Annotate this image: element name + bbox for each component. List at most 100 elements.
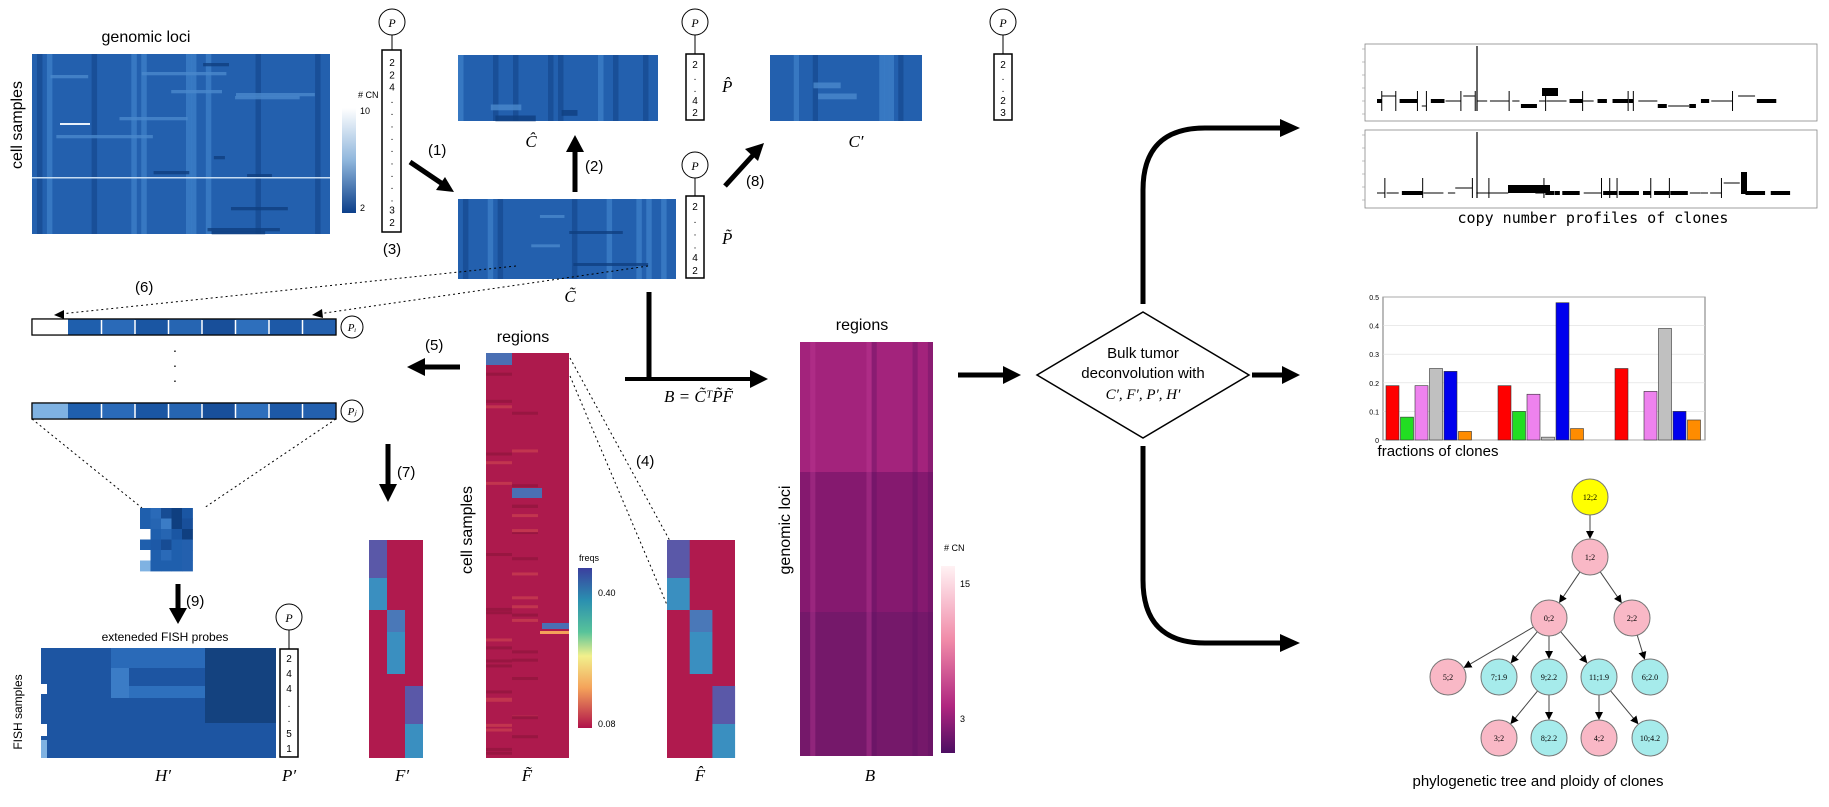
ctilde-heat-col	[636, 199, 642, 279]
ftilde-cell	[486, 452, 512, 456]
ploidy-value: 2	[1000, 96, 1006, 107]
ploidy-value: 1	[286, 744, 292, 755]
tree-edge	[1463, 626, 1534, 668]
bar	[1497, 385, 1512, 441]
c-prime-heatmap	[770, 55, 922, 121]
main-heat-streak	[60, 123, 90, 125]
tree-node	[1631, 719, 1669, 757]
probe-pi-cell	[101, 319, 135, 335]
bcn-min: 3	[960, 714, 965, 724]
probe-zoom-cell	[150, 539, 162, 551]
bar	[1512, 411, 1526, 441]
fprime-cell	[369, 540, 387, 578]
fprime-cell	[369, 578, 387, 610]
tree-edge	[1510, 631, 1538, 664]
main-heat-cell	[247, 174, 272, 178]
probe-node-pi	[340, 315, 364, 339]
b-col	[927, 342, 933, 756]
fprime-cell	[387, 610, 405, 632]
p-prime-fish-label: P′	[281, 766, 296, 785]
ctilde-heat-col	[497, 199, 504, 279]
ftilde-cell	[486, 751, 512, 755]
fish-block	[41, 684, 47, 694]
tree-node	[1571, 538, 1609, 576]
ftilde-cell	[486, 697, 512, 701]
main-heat-bg	[32, 54, 330, 234]
ploidy-value: .	[694, 84, 697, 95]
step-8: (8)	[746, 173, 764, 190]
probe-pj-outline	[31, 402, 337, 420]
tree-node	[1571, 478, 1609, 516]
cn-block	[1741, 172, 1747, 194]
probe-zoom-cell	[140, 529, 151, 540]
copy-number-caption: copy number profiles of clones	[1458, 209, 1729, 227]
b-col	[810, 342, 816, 756]
fprime-cell	[387, 632, 405, 674]
arrow-step-7-head	[379, 484, 397, 502]
cn-block	[1542, 88, 1558, 96]
tree-edge	[1510, 690, 1538, 725]
fprime-cell	[405, 686, 423, 724]
ploidy-value: .	[694, 228, 697, 239]
ploidy-node-main-label: P	[387, 16, 396, 30]
ploidy-values-phat: 2..42	[692, 60, 698, 119]
f-prime-heatmap	[369, 540, 423, 758]
ftilde-cell	[512, 735, 538, 739]
main-heat-cell	[171, 90, 223, 94]
bar	[1614, 368, 1629, 441]
main-heat-cell	[211, 231, 266, 235]
ftilde-cell	[512, 531, 538, 535]
ftilde-cell	[486, 611, 512, 615]
ploidy-value: .	[391, 144, 394, 155]
tree-edge	[1599, 571, 1622, 604]
tree-node-label: 1;2	[1585, 553, 1595, 562]
regions-label-right: regions	[836, 317, 888, 334]
main-heat-cell	[141, 72, 227, 76]
ftilde-cell	[486, 690, 512, 694]
main-heat-cell	[235, 96, 300, 100]
ftilde-cell	[512, 572, 538, 576]
probe-pj-cell	[235, 403, 269, 419]
ploidy-values-main: 224.........32	[389, 58, 395, 229]
dotted-link-row-1	[59, 265, 517, 315]
h-prime-heatmap	[41, 648, 276, 758]
probe-pi-cell	[269, 319, 303, 335]
ploidy-value: .	[391, 193, 394, 204]
chat-heat-col	[643, 55, 649, 121]
ftilde-cell	[512, 488, 542, 498]
probe-pi-cell	[68, 319, 102, 335]
ellipsis-2: ·	[173, 357, 178, 373]
ploidy-value: .	[694, 240, 697, 251]
tree-edge	[1636, 635, 1647, 660]
chat-heat-col	[548, 55, 554, 121]
probe-zoom-cell	[140, 560, 151, 572]
chat-heat-col	[513, 55, 519, 121]
step-1: (1)	[428, 142, 446, 159]
main-heat-cell	[153, 171, 190, 175]
ctilde-heat-cell	[569, 231, 623, 234]
ftilde-cell	[486, 461, 512, 465]
ctilde-heat-col	[487, 199, 494, 279]
ploidy-value: .	[694, 72, 697, 83]
fish-samples-label: FISH samples	[11, 674, 25, 749]
fish-block	[111, 648, 205, 668]
genomic-loci-label-right: genomic loci	[777, 486, 794, 575]
cell-copy-number-heatmap	[32, 54, 330, 235]
cell-samples-label-mid: cell samples	[459, 486, 476, 574]
ploidy-value: 2	[1000, 60, 1006, 71]
fish-block	[129, 686, 205, 698]
ctilde-heat-col	[646, 199, 652, 279]
bar	[1570, 428, 1584, 441]
ctilde-heat-cell	[531, 244, 560, 248]
tree-node	[1480, 719, 1518, 757]
bar-y-tick: 0	[1375, 438, 1379, 445]
bar	[1458, 431, 1472, 441]
main-heat-cell	[56, 135, 153, 139]
probe-zoom-cell	[161, 508, 172, 519]
ftilde-cell	[486, 405, 512, 409]
ploidy-value: .	[694, 215, 697, 226]
fish-block	[41, 724, 47, 736]
cprime-heat-col	[793, 55, 799, 121]
tree-caption: phylogenetic tree and ploidy of clones	[1412, 773, 1663, 790]
probe-zoom-cell	[171, 539, 183, 551]
